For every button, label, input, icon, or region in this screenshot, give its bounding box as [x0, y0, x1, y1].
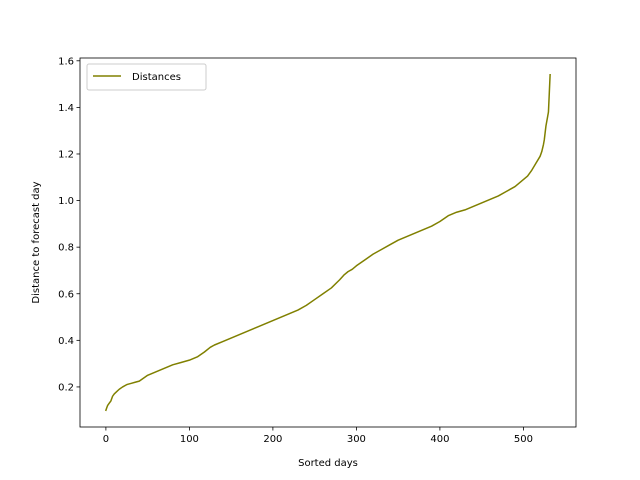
- x-tick-label: 100: [180, 434, 199, 445]
- plot-area: [79, 57, 577, 428]
- y-axis-ticks: 0.2 0.4 0.6 0.8 1.0 1.2 1.4 1.6: [58, 56, 80, 393]
- x-axis-label: Sorted days: [298, 458, 358, 469]
- y-tick-label: 1.6: [58, 56, 74, 67]
- series-line-distances: [104, 73, 551, 412]
- x-tick-label: 200: [263, 434, 282, 445]
- y-tick-label: 0.4: [58, 336, 74, 347]
- y-tick-label: 0.8: [58, 243, 74, 254]
- y-tick-label: 0.6: [58, 289, 74, 300]
- y-axis-label: Distance to forecast day: [31, 181, 42, 303]
- y-tick-label: 1.0: [58, 196, 74, 207]
- x-axis-ticks: 0 100 200 300 400 500: [103, 427, 533, 445]
- series-layer: [104, 73, 551, 412]
- y-tick-label: 1.4: [58, 103, 74, 114]
- x-tick-label: 300: [347, 434, 366, 445]
- y-tick-label: 1.2: [58, 149, 74, 160]
- x-tick-label: 400: [430, 434, 449, 445]
- legend-label: Distances: [132, 72, 181, 83]
- legend-box: [86, 63, 207, 91]
- y-tick-label: 0.2: [58, 382, 74, 393]
- x-tick-label: 500: [514, 434, 533, 445]
- x-tick-label: 0: [103, 434, 109, 445]
- legend: Distances: [86, 63, 207, 91]
